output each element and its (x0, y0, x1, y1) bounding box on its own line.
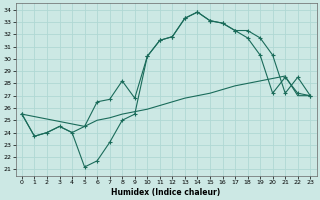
X-axis label: Humidex (Indice chaleur): Humidex (Indice chaleur) (111, 188, 221, 197)
